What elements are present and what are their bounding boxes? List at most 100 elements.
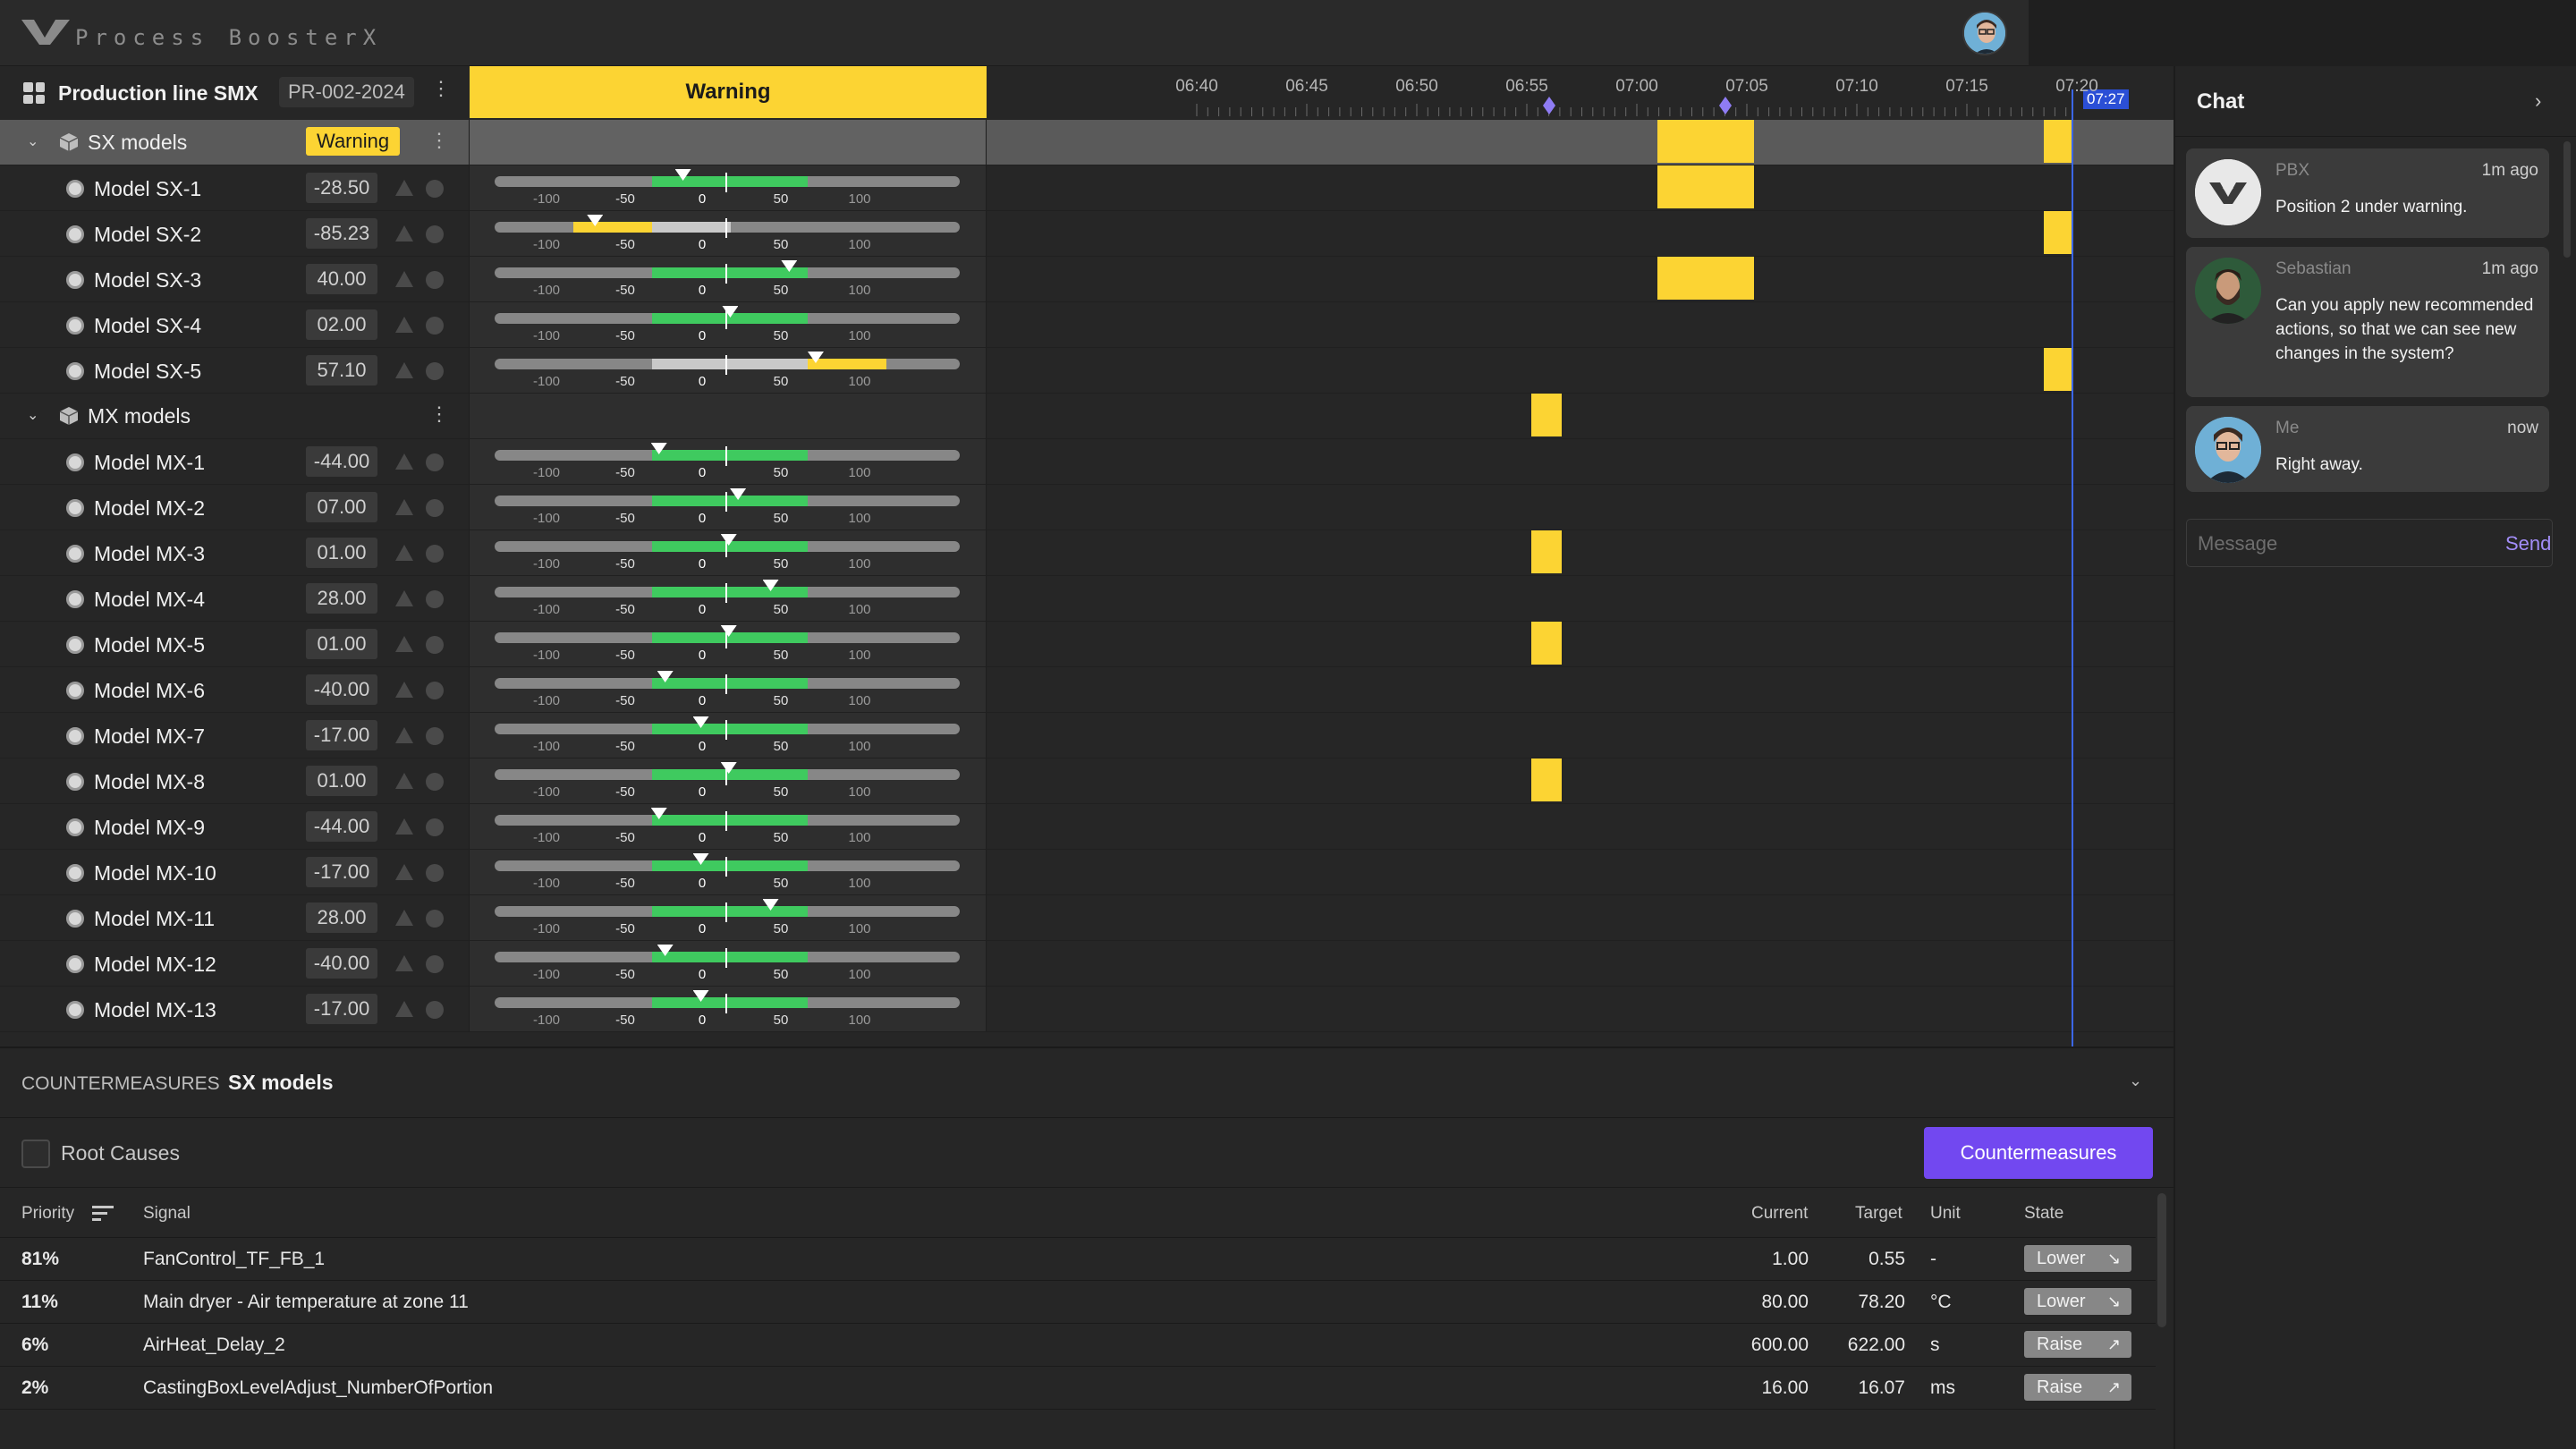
info-icon[interactable] xyxy=(426,818,444,836)
alert-icon[interactable] xyxy=(395,545,413,561)
current-cell: 600.00 xyxy=(1750,1335,1809,1355)
info-icon[interactable] xyxy=(426,362,444,380)
info-icon[interactable] xyxy=(426,773,444,791)
alert-icon[interactable] xyxy=(395,362,413,378)
info-icon[interactable] xyxy=(426,271,444,289)
warning-block[interactable] xyxy=(2044,211,2072,254)
info-icon[interactable] xyxy=(426,864,444,882)
model-row[interactable]: Model MX-8 01.00 -100 -50 0 50 100 xyxy=(0,758,2174,804)
event-marker-icon[interactable] xyxy=(1543,97,1555,114)
chevron-right-icon[interactable]: › xyxy=(2535,89,2542,112)
warning-block[interactable] xyxy=(1531,758,1562,801)
sort-icon[interactable] xyxy=(92,1204,114,1222)
alert-icon[interactable] xyxy=(395,317,413,333)
grid-icon[interactable] xyxy=(23,82,45,104)
model-row[interactable]: Model MX-9 -44.00 -100 -50 0 50 100 xyxy=(0,804,2174,850)
group-menu-icon[interactable]: ⋮ xyxy=(429,129,449,151)
table-scrollbar[interactable] xyxy=(2157,1193,2166,1327)
alert-icon[interactable] xyxy=(395,773,413,789)
model-row[interactable]: Model MX-7 -17.00 -100 -50 0 50 100 xyxy=(0,713,2174,758)
warning-block[interactable] xyxy=(2044,348,2072,391)
state-button[interactable]: Lower ↘ xyxy=(2024,1288,2131,1315)
model-row[interactable]: Model SX-1 -28.50 -100 -50 0 50 100 xyxy=(0,165,2174,211)
alert-icon[interactable] xyxy=(395,225,413,242)
gauge-bar xyxy=(495,313,960,324)
table-row[interactable]: 11% Main dryer - Air temperature at zone … xyxy=(0,1281,2156,1324)
warning-block[interactable] xyxy=(1531,394,1562,436)
countermeasures-button[interactable]: Countermeasures xyxy=(1924,1127,2153,1179)
warning-block[interactable] xyxy=(1531,622,1562,665)
root-causes-checkbox[interactable] xyxy=(21,1140,50,1168)
group-row[interactable]: ⌄ MX models ⋮ xyxy=(0,394,2174,439)
warning-block[interactable] xyxy=(2044,120,2072,163)
gauge-tick-label: 100 xyxy=(848,328,871,343)
warning-block[interactable] xyxy=(1657,120,1754,163)
alert-icon[interactable] xyxy=(395,271,413,287)
model-row[interactable]: Model MX-3 01.00 -100 -50 0 50 100 xyxy=(0,530,2174,576)
table-row[interactable]: 6% AirHeat_Delay_2 600.00 622.00 s Raise ↗ xyxy=(0,1324,2156,1367)
gauge-tick-label: -50 xyxy=(615,921,635,936)
table-row[interactable]: 2% CastingBoxLevelAdjust_NumberOfPortion 1… xyxy=(0,1367,2156,1410)
chevron-down-icon[interactable]: ⌄ xyxy=(2129,1072,2143,1089)
gauge-cell: -100 -50 0 50 100 xyxy=(470,758,987,803)
model-row[interactable]: Model SX-3 40.00 -100 -50 0 50 100 xyxy=(0,257,2174,302)
model-row[interactable]: Model MX-11 28.00 -100 -50 0 50 100 xyxy=(0,895,2174,941)
info-icon[interactable] xyxy=(426,453,444,471)
alert-icon[interactable] xyxy=(395,1001,413,1017)
column-priority[interactable]: Priority xyxy=(21,1204,75,1223)
model-row[interactable]: Model SX-2 -85.23 -100 -50 0 50 100 xyxy=(0,211,2174,257)
model-row[interactable]: Model MX-1 -44.00 -100 -50 0 50 100 xyxy=(0,439,2174,485)
model-row[interactable]: Model MX-4 28.00 -100 -50 0 50 100 xyxy=(0,576,2174,622)
alert-icon[interactable] xyxy=(395,910,413,926)
state-button[interactable]: Raise ↗ xyxy=(2024,1331,2131,1358)
warning-block[interactable] xyxy=(1657,165,1754,208)
warning-block[interactable] xyxy=(1531,530,1562,573)
state-button[interactable]: Lower ↘ xyxy=(2024,1245,2131,1272)
info-icon[interactable] xyxy=(426,682,444,699)
model-row[interactable]: Model MX-10 -17.00 -100 -50 0 50 100 xyxy=(0,850,2174,895)
info-icon[interactable] xyxy=(426,225,444,243)
info-icon[interactable] xyxy=(426,910,444,928)
gauge-tick-label: 0 xyxy=(698,830,707,845)
user-avatar[interactable] xyxy=(1962,11,2007,55)
chevron-down-icon[interactable]: ⌄ xyxy=(27,408,39,423)
info-icon[interactable] xyxy=(426,1001,444,1019)
alert-icon[interactable] xyxy=(395,864,413,880)
model-row[interactable]: Model MX-2 07.00 -100 -50 0 50 100 xyxy=(0,485,2174,530)
event-marker-icon[interactable] xyxy=(1719,97,1732,114)
model-row[interactable]: Model MX-6 -40.00 -100 -50 0 50 100 xyxy=(0,667,2174,713)
alert-icon[interactable] xyxy=(395,682,413,698)
info-icon[interactable] xyxy=(426,499,444,517)
state-button[interactable]: Raise ↗ xyxy=(2024,1374,2131,1401)
alert-icon[interactable] xyxy=(395,180,413,196)
alert-icon[interactable] xyxy=(395,636,413,652)
chevron-down-icon[interactable]: ⌄ xyxy=(27,134,39,149)
alert-icon[interactable] xyxy=(395,955,413,971)
model-row[interactable]: Model SX-4 02.00 -100 -50 0 50 100 xyxy=(0,302,2174,348)
chat-scrollbar[interactable] xyxy=(2563,141,2571,258)
info-icon[interactable] xyxy=(426,727,444,745)
alert-icon[interactable] xyxy=(395,590,413,606)
alert-icon[interactable] xyxy=(395,453,413,470)
warning-block[interactable] xyxy=(1657,257,1754,300)
info-icon[interactable] xyxy=(426,590,444,608)
model-row[interactable]: Model SX-5 57.10 -100 -50 0 50 100 xyxy=(0,348,2174,394)
gauge-center-line xyxy=(725,583,727,603)
alert-icon[interactable] xyxy=(395,727,413,743)
group-menu-icon[interactable]: ⋮ xyxy=(429,402,449,425)
info-icon[interactable] xyxy=(426,636,444,654)
line-menu-icon[interactable]: ⋮ xyxy=(431,77,451,99)
alert-icon[interactable] xyxy=(395,818,413,835)
model-row[interactable]: Model MX-12 -40.00 -100 -50 0 50 100 xyxy=(0,941,2174,987)
group-row[interactable]: ⌄ SX models Warning ⋮ xyxy=(0,120,2174,165)
message-input[interactable]: Message Send xyxy=(2186,519,2553,567)
alert-icon[interactable] xyxy=(395,499,413,515)
info-icon[interactable] xyxy=(426,180,444,198)
send-button[interactable]: Send xyxy=(2505,532,2552,555)
table-row[interactable]: 81% FanControl_TF_FB_1 1.00 0.55 - Lower ↘ xyxy=(0,1238,2156,1281)
info-icon[interactable] xyxy=(426,545,444,563)
model-row[interactable]: Model MX-5 01.00 -100 -50 0 50 100 xyxy=(0,622,2174,667)
model-row[interactable]: Model MX-13 -17.00 -100 -50 0 50 100 xyxy=(0,987,2174,1032)
info-icon[interactable] xyxy=(426,317,444,335)
info-icon[interactable] xyxy=(426,955,444,973)
